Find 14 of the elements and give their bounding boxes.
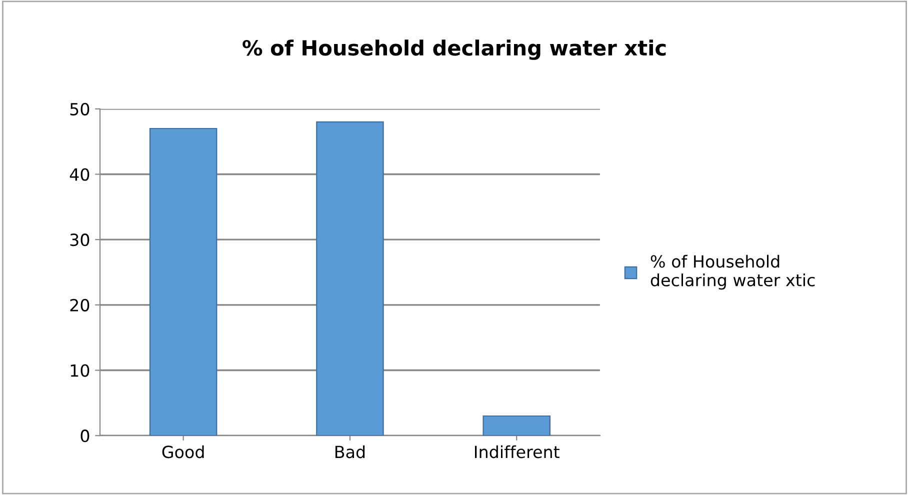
y-tick-label: 0 xyxy=(80,430,90,442)
x-tick-label: Indifferent xyxy=(474,445,560,458)
bar xyxy=(149,128,218,436)
x-tick-label: Good xyxy=(162,445,204,458)
bar xyxy=(482,415,550,436)
chart-title: % of Household declaring water xtic xyxy=(242,40,666,60)
y-tick-label: 10 xyxy=(70,364,90,377)
y-tick-label: 40 xyxy=(70,168,90,181)
legend-label: % of Household declaring water xtic xyxy=(650,254,815,290)
x-tick-label: Bad xyxy=(335,445,365,458)
bar xyxy=(316,121,384,436)
y-tick-label: 20 xyxy=(70,298,90,312)
y-tick-label: 30 xyxy=(70,234,90,246)
y-tick-label: 50 xyxy=(70,102,90,116)
